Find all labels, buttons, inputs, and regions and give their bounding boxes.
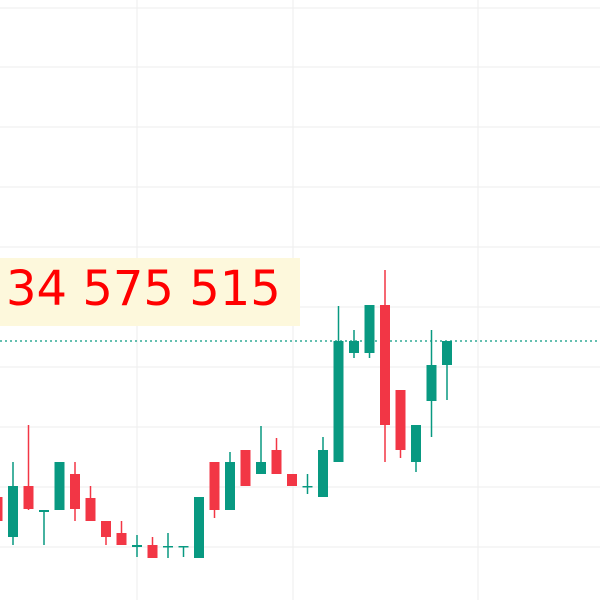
candle-body — [380, 305, 390, 425]
price-label-box — [0, 258, 300, 326]
candle-body — [442, 341, 452, 365]
candle-body — [178, 546, 189, 548]
candle-body — [411, 425, 421, 462]
candle-body — [209, 462, 220, 510]
price-label: 34 575 515 — [6, 261, 281, 317]
candle-body — [23, 486, 34, 509]
candle-body — [101, 521, 111, 537]
candle-body — [395, 390, 406, 450]
candle-body — [85, 498, 96, 521]
candle-body — [426, 365, 437, 401]
candle-body — [225, 462, 235, 510]
candle-body — [364, 305, 375, 353]
candle-body — [39, 510, 49, 512]
candle-body — [240, 450, 251, 486]
candle-body — [302, 486, 313, 488]
candle-body — [54, 462, 65, 510]
candle-body — [116, 533, 127, 545]
candle-body — [318, 450, 328, 497]
candle-body — [147, 545, 158, 558]
candle-body — [333, 341, 344, 462]
candle-body — [194, 497, 204, 558]
candle-body — [132, 545, 142, 547]
candle-body — [349, 341, 359, 353]
candle-body — [70, 474, 80, 509]
candle-body — [287, 474, 297, 486]
candle-body — [271, 450, 282, 474]
candle-body — [8, 486, 18, 537]
candle-body — [256, 462, 266, 474]
candle-body — [163, 546, 173, 548]
candle-body — [0, 497, 3, 521]
